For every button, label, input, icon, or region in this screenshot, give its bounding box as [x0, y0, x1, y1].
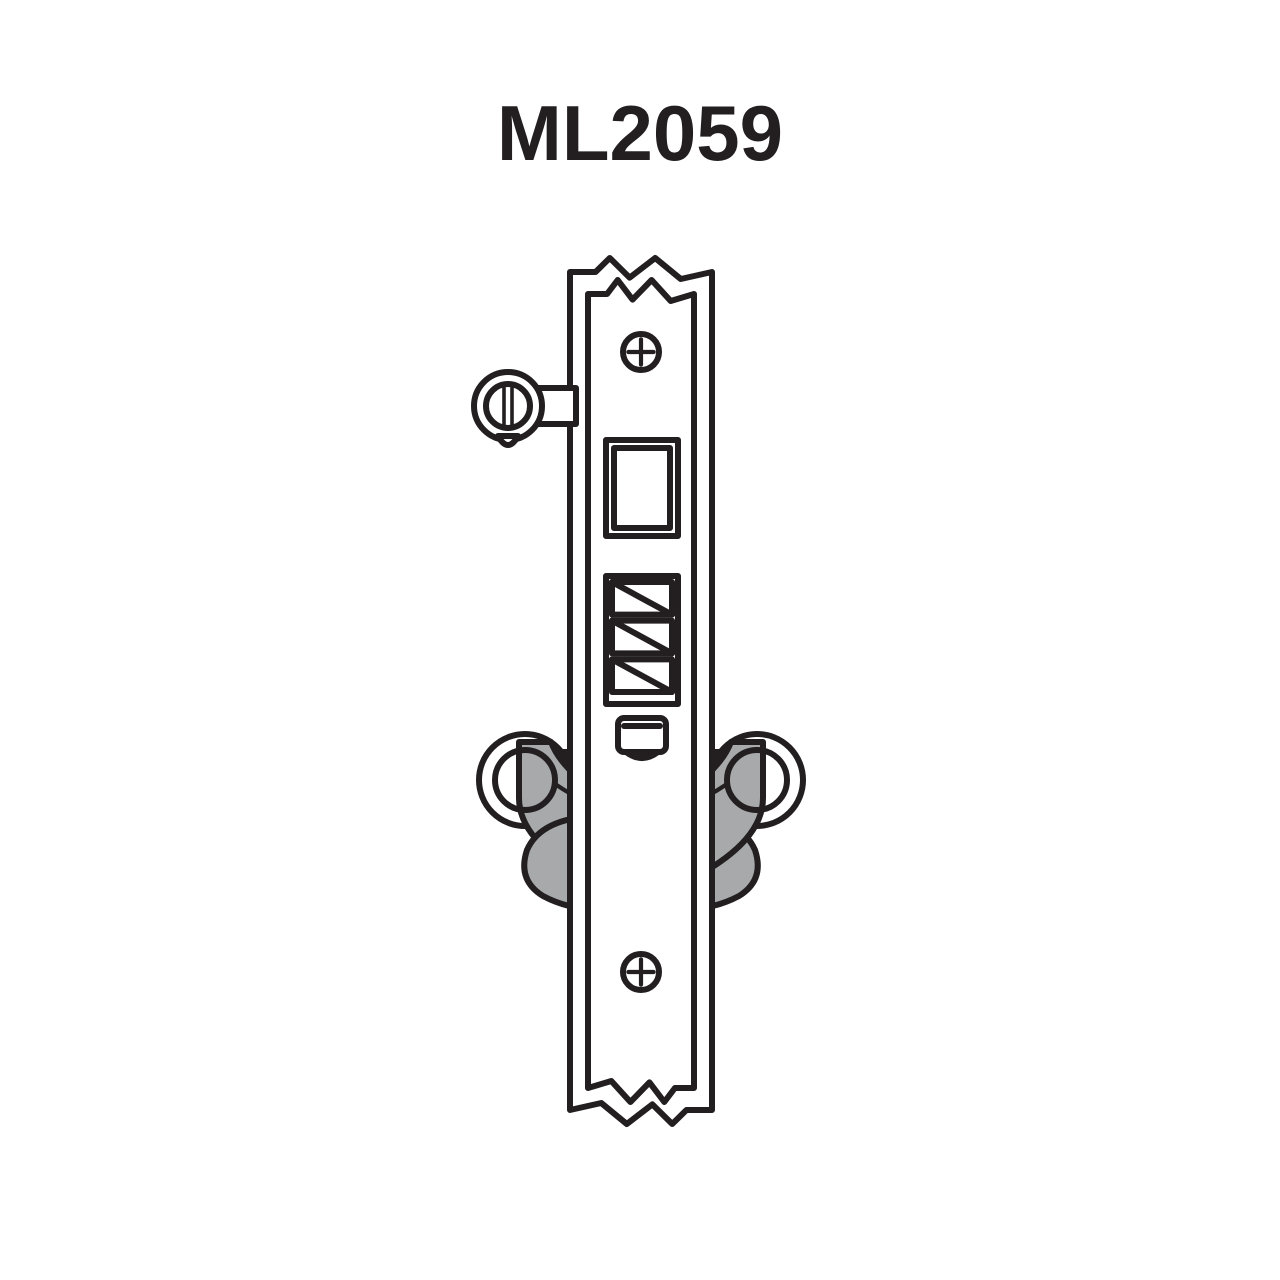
lock-diagram: [0, 0, 1280, 1280]
product-title: ML2059: [0, 88, 1280, 179]
diagram-stage: ML2059: [0, 0, 1280, 1280]
